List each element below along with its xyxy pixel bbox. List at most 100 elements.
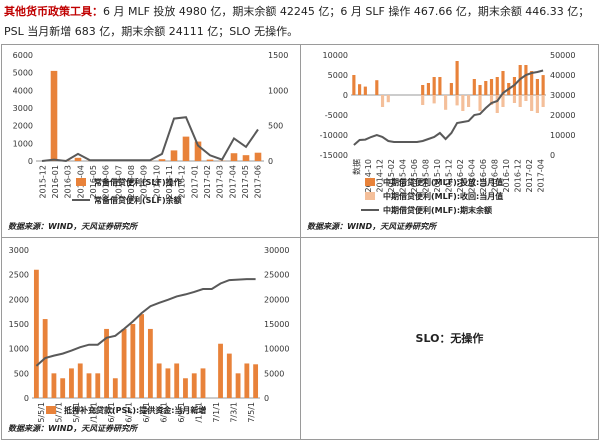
x-tick-label: 2015-12	[38, 165, 47, 198]
right-axis-tick: 20000	[550, 111, 575, 120]
x-tick-label: 2016-04	[467, 159, 476, 192]
left-axis-tick: 5000	[13, 69, 33, 78]
bar	[183, 378, 188, 398]
bar	[489, 79, 494, 95]
left-axis-tick: -15000	[320, 151, 348, 160]
bar	[524, 65, 528, 95]
legend-label: 常备借贷便利(SLF)余额	[94, 195, 182, 205]
x-tick-label: 2014-12	[376, 159, 385, 192]
bar	[170, 150, 178, 161]
bar	[380, 95, 385, 107]
x-tick-label: 2015-08	[422, 159, 431, 192]
bar	[449, 83, 453, 95]
source-label: 数据来源：WIND，天风证券研究所	[8, 222, 138, 231]
bar	[444, 95, 448, 110]
x-tick-label: 2015-06	[410, 159, 419, 192]
x-tick-label: 2017-04	[228, 165, 237, 198]
x-tick-label: 2016-12	[178, 165, 187, 198]
x-tick-label: 2015-10	[433, 159, 442, 192]
right-axis-tick: 5000	[264, 369, 284, 378]
series-line	[35, 278, 256, 367]
bar	[206, 159, 214, 161]
x-tick-label: 2016-01	[51, 165, 60, 198]
legend-label: 中期借贷便利(MLF):收回:当月值	[383, 191, 503, 201]
bar	[512, 95, 517, 103]
bar	[535, 95, 539, 113]
bar	[182, 136, 190, 161]
left-axis-tick: 2500	[9, 271, 29, 280]
x-tick-label: 2017/5/1	[247, 402, 256, 423]
bar	[174, 363, 180, 398]
source-label: 数据来源：WIND，天风证券研究所	[307, 222, 437, 231]
bar	[147, 328, 153, 398]
x-tick-label: 2017-02	[203, 165, 212, 198]
left-axis-tick: 3000	[13, 104, 33, 113]
bar	[484, 81, 488, 95]
x-tick-label: 2016/3/1	[124, 402, 133, 423]
bar	[194, 141, 202, 161]
x-tick-label: 2017/1/1	[212, 402, 221, 423]
legend-label: 中期借贷便利(MLF):投放:当月值	[383, 177, 503, 187]
right-axis-tick: 10000	[550, 131, 575, 140]
x-tick-label: 2015/9/1	[72, 402, 81, 423]
bar	[478, 85, 482, 95]
x-tick-label: 2017/3/1	[230, 402, 239, 423]
x-tick-label: 2015-12	[445, 159, 454, 192]
bar	[112, 378, 118, 398]
right-axis-tick: 30000	[264, 246, 289, 255]
bar	[518, 95, 522, 107]
x-tick-label: 2016/9/1	[177, 402, 186, 423]
x-tick-label: 2016-10	[502, 159, 511, 192]
bar	[432, 77, 436, 95]
legend-swatch	[76, 178, 86, 186]
psl-chart: 0500100015002000250030000500010000150002…	[9, 246, 290, 423]
bar	[60, 378, 66, 398]
bar	[455, 61, 459, 95]
mlf-chart: -15000 -10000 -5000 0 5000 10000 0 10000 20000 30…	[320, 51, 576, 215]
bar	[530, 71, 534, 95]
left-axis-tick: 0	[28, 157, 33, 166]
bar	[386, 95, 390, 103]
left-axis-tick: 5000	[328, 71, 348, 80]
bar	[86, 373, 92, 398]
left-axis-tick: -10000	[320, 131, 348, 140]
left-axis-tick: 1500	[9, 320, 29, 329]
bar	[242, 155, 250, 161]
bar	[95, 373, 101, 398]
bar	[535, 79, 539, 95]
bar	[226, 353, 232, 398]
x-tick-label: 2016/1/1	[107, 402, 116, 423]
x-tick-label: 2016/7/1	[160, 402, 169, 423]
bar	[191, 373, 197, 398]
x-tick-label: 2017-04	[536, 159, 545, 192]
x-tick-label: 2015/11/1	[89, 402, 98, 423]
mlf-panel: -15000 -10000 -5000 0 5000 10000 0 10000 20000 30…	[301, 45, 598, 238]
right-axis-tick: 20000	[264, 295, 289, 304]
bar	[139, 314, 145, 398]
left-axis-tick: -5000	[325, 111, 348, 120]
bar	[495, 95, 499, 113]
bar	[253, 364, 259, 398]
bar	[200, 368, 206, 398]
slo-panel: SLO：无操作	[301, 238, 598, 439]
source-label: 数据来源：WIND，天风证券研究所	[8, 424, 138, 433]
x-tick-label: 数据	[352, 159, 362, 175]
x-tick-label: 2016-08	[127, 165, 136, 198]
bar	[541, 95, 545, 107]
slf-panel: 0 1000 2000 3000 4000 5000 6000 0 500 1000 1500 201…	[2, 45, 301, 238]
bar	[50, 70, 58, 161]
series-line	[353, 69, 544, 146]
left-axis-tick: 4000	[13, 86, 33, 95]
bar	[495, 77, 499, 95]
right-axis-tick: 0	[550, 151, 555, 160]
header-line1: 6 月 MLF 投放 4980 亿，期末余额 42245 亿；6 月 SLF 操…	[103, 5, 590, 18]
x-tick-label: 2016-03	[64, 165, 73, 198]
right-axis-tick: 50000	[550, 51, 575, 60]
bar	[244, 363, 250, 398]
bar	[74, 157, 82, 161]
x-tick-label: 2016-05	[89, 165, 98, 198]
bar	[235, 373, 241, 398]
bar	[104, 328, 109, 398]
right-axis-tick: 500	[268, 122, 283, 131]
left-axis-tick: 0	[24, 394, 29, 403]
